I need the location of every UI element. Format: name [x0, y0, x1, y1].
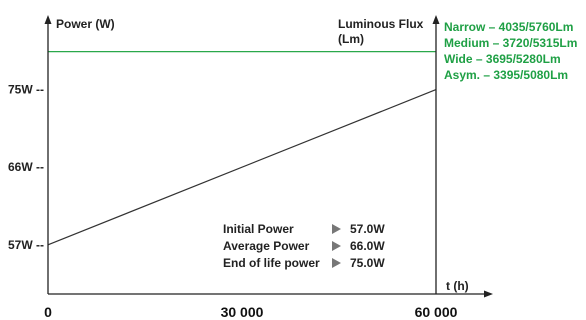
power-summary-label: Initial Power [223, 222, 294, 236]
flux-label: Medium – 3720/5315Lm [444, 36, 577, 50]
x-tick-label: 0 [44, 304, 52, 320]
y-axis-right-arrow [432, 15, 440, 24]
flux-label: Wide – 3695/5280Lm [444, 52, 561, 66]
power-summary-value: 66.0W [350, 239, 385, 253]
y-axis-ticks: 57W -- 66W -- 75W -- [8, 83, 44, 252]
marker-triangle-icon [332, 224, 341, 234]
power-summary-value: 75.0W [350, 256, 385, 270]
x-tick-label: 60 000 [415, 304, 458, 320]
y-axis-left-arrow [44, 15, 52, 24]
power-summary: Initial Power 57.0W Average Power 66.0W End … [223, 222, 385, 270]
y-axis-right-label-line: Luminous Flux [338, 17, 424, 31]
power-summary-label: Average Power [223, 239, 310, 253]
y-tick-label: 75W -- [8, 83, 44, 97]
flux-label: Asym. – 3395/5080Lm [444, 68, 568, 82]
x-tick-label: 30 000 [221, 304, 264, 320]
y-axis-left-label: Power (W) [56, 17, 115, 31]
flux-legend: Narrow – 4035/5760Lm Medium – 3720/5315Lm… [444, 20, 577, 82]
y-tick-label: 66W -- [8, 160, 44, 174]
y-axis-right-label: Luminous Flux (Lm) [338, 17, 424, 46]
marker-triangle-icon [332, 258, 341, 268]
power-summary-label: End of life power [223, 256, 320, 270]
y-axis-right-label-line: (Lm) [338, 32, 364, 46]
x-axis-arrow [484, 290, 493, 298]
flux-label: Narrow – 4035/5760Lm [444, 20, 573, 34]
x-axis-label: t (h) [446, 279, 469, 293]
plot-area [44, 15, 493, 298]
power-summary-value: 57.0W [350, 222, 385, 236]
y-tick-label: 57W -- [8, 238, 44, 252]
marker-triangle-icon [332, 241, 341, 251]
x-axis-ticks: 0 30 000 60 000 [44, 304, 458, 320]
power-line [47, 89, 437, 246]
